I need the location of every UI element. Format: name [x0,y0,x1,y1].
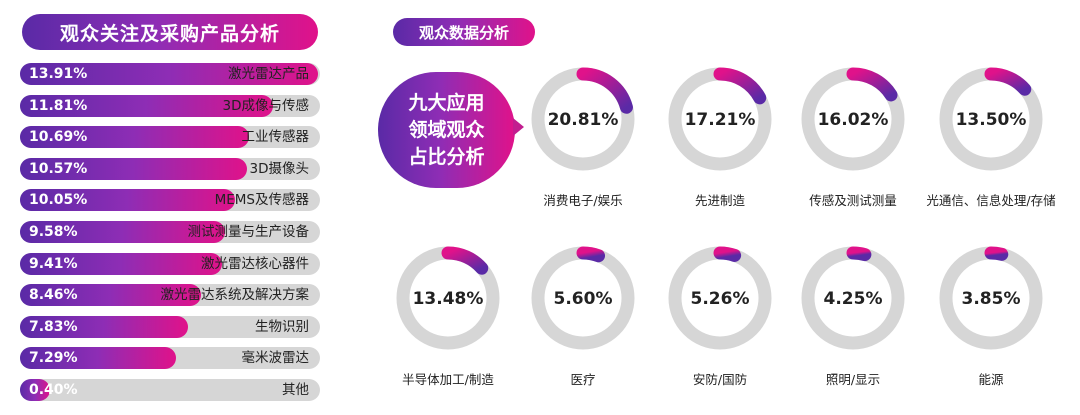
bar-value-label: 10.05% [29,192,88,209]
bar-category-label: 激光雷达核心器件 [201,255,309,272]
bar-category-label: MEMS及传感器 [214,192,309,209]
donut-category-label: 先进制造 [694,193,745,208]
bar-value-label: 13.91% [29,66,88,82]
bar-row: 11.81% 3D成像与传感 [20,94,320,117]
donut-track [531,67,635,171]
bar-value-label: 7.83% [29,318,78,335]
bar-row: 9.41% 激光雷达核心器件 [20,252,320,275]
donut-value-label: 16.02% [818,110,889,130]
bar [20,378,50,401]
donut-value-label: 4.25% [824,289,883,309]
donut-slice [441,246,489,275]
bar-category-label: 毫米波雷达 [241,350,310,367]
bar-row: 13.91% 激光雷达产品 [20,63,320,85]
bar-value-label: 10.57% [29,160,88,177]
bar [20,284,202,307]
donut-track [939,67,1043,171]
donut-category-label: 传感及测试测量 [809,193,897,208]
donut-category-label: 能源 [978,372,1004,387]
donut-value-label: 13.48% [413,289,484,309]
donut-track [668,67,772,171]
donut-track [531,246,635,350]
donut-value-label: 20.81% [548,110,619,130]
callout-arrow [513,118,524,136]
bar-row: 8.46% 激光雷达系统及解决方案 [20,284,320,307]
bar [20,315,188,338]
product-bar-chart: 13.91% 激光雷达产品 11.81% 3D成像与传感 10.69% 工业传感器 10.5… [20,63,320,411]
bar [20,126,250,149]
donut-slice [984,67,1032,96]
donut-value-label: 17.21% [685,110,756,130]
donut-category-label: 半导体加工/制造 [402,372,494,387]
bar-value-label: 8.46% [29,287,78,304]
donut-slice [984,246,1009,261]
bar [20,63,319,85]
bar-category-label: 3D成像与传感 [222,97,309,114]
bar-row: 9.58% 测试测量与生产设备 [20,220,320,243]
bar-category-label: 3D摄像头 [249,160,309,177]
donut-track [668,246,772,350]
bar-value-label: 9.58% [29,223,78,240]
bar-category-label: 测试测量与生产设备 [187,223,310,240]
donut-track [801,246,905,350]
bar-category-label: 激光雷达系统及解决方案 [160,287,310,304]
donut-slice [713,67,767,105]
bar-category-label: 其他 [282,381,309,398]
bar-value-label: 7.29% [29,350,78,367]
donut-slice [576,246,606,263]
bar-row: 0.40% 其他 [20,378,320,401]
right-section-title: 观众数据分析 [393,18,535,46]
donut-slice [713,246,742,262]
bar-value-label: 10.69% [29,129,88,146]
donut-category-label: 医疗 [570,372,596,387]
donut-track [396,246,500,350]
bar [20,189,236,212]
donut-track [801,67,905,171]
bar-row: 7.83% 生物识别 [20,315,320,338]
donut-value-label: 13.50% [956,110,1027,130]
donut-slice [846,67,898,102]
bar-row: 10.57% 3D摄像头 [20,157,320,180]
bar-category-label: 激光雷达产品 [228,66,309,82]
bar [20,94,274,117]
donut-value-label: 3.85% [962,289,1021,309]
left-section-title: 观众关注及采购产品分析 [22,14,318,50]
bar-row: 10.05% MEMS及传感器 [20,189,320,212]
bar-category-label: 工业传感器 [241,129,310,146]
donut-track [939,246,1043,350]
bar-row: 7.29% 毫米波雷达 [20,347,320,370]
bar-value-label: 0.40% [29,381,78,398]
bar-row: 10.69% 工业传感器 [20,126,320,149]
bar [20,157,247,180]
bar-value-label: 11.81% [29,97,88,114]
donut-slice [576,67,633,114]
bar [20,347,177,370]
callout-bubble: 九大应用 领域观众 占比分析 [378,72,515,188]
donut-category-label: 消费电子/娱乐 [543,193,623,208]
donut-category-label: 安防/国防 [692,372,748,387]
bar [20,252,222,275]
bar-category-label: 生物识别 [255,318,309,335]
donut-value-label: 5.26% [691,289,750,309]
donut-category-label: 照明/显示 [825,372,881,387]
bar [20,220,226,243]
donut-value-label: 5.60% [554,289,613,309]
donut-category-label: 光通信、信息处理/存储 [926,193,1056,208]
donut-slice [846,246,872,262]
bar-value-label: 9.41% [29,255,78,272]
